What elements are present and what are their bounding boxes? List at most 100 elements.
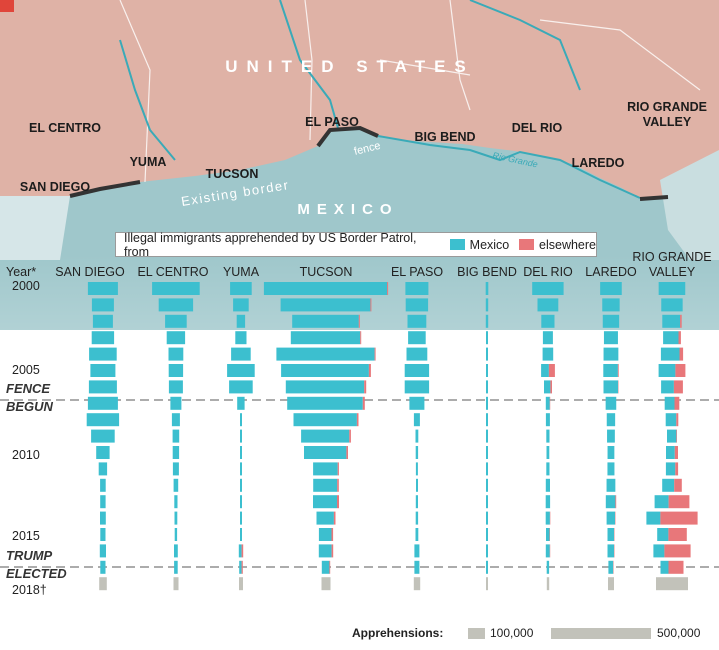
bar-mexico-2007 [170, 396, 182, 410]
bar-total-2018 [608, 577, 614, 591]
bar-mexico-2010 [666, 446, 675, 459]
bar-mexico-2000 [87, 282, 118, 295]
bar-mexico-2013 [313, 495, 337, 509]
bar-mexico-2016 [607, 544, 615, 558]
map-label-rio-grande-valley: RIO GRANDE VALLEY [627, 100, 707, 129]
bar-elsewhere-2012 [337, 478, 339, 492]
bar-elsewhere-2000 [387, 282, 389, 295]
bar-elsewhere-2005 [617, 364, 619, 377]
bar-mexico-2011 [546, 462, 550, 476]
bar-mexico-2016 [545, 544, 550, 558]
rivers [119, 0, 641, 199]
sector-header: DEL RIO [523, 265, 573, 279]
sector-header: TUCSON [300, 265, 353, 279]
bar-mexico-2004 [276, 347, 375, 361]
bar-mexico-2009 [546, 429, 550, 443]
bar-total-2018 [486, 577, 488, 591]
bar-mexico-2012 [606, 478, 616, 492]
bar-mexico-2017 [174, 560, 178, 574]
bar-mexico-2002 [662, 314, 681, 328]
bar-mexico-2009 [667, 429, 677, 443]
bar-mexico-2007 [605, 396, 617, 410]
year-tick-label: 2018† [12, 583, 47, 597]
bar-elsewhere-2005 [548, 364, 555, 377]
bar-mexico-2001 [602, 298, 620, 312]
map-label-yuma: YUMA [130, 155, 167, 169]
bar-mexico-2004 [660, 347, 680, 361]
bar-mexico-2015 [240, 528, 242, 541]
bar-elsewhere-2006 [673, 380, 683, 394]
bar-mexico-2012 [662, 478, 675, 492]
bar-mexico-2000 [600, 282, 622, 295]
scale-key-bar-large [551, 628, 651, 639]
bar-mexico-2016 [238, 544, 242, 558]
sector-header: EL PASO [391, 265, 443, 279]
bar-mexico-2017 [100, 560, 106, 574]
bar-mexico-2003 [235, 331, 247, 345]
bar-mexico-2011 [665, 462, 676, 476]
bar-elsewhere-2010 [346, 446, 348, 459]
scale-key-bar-small [468, 628, 485, 639]
legend-title: Illegal immigrants apprehended by US Bor… [124, 230, 417, 259]
map-label-el-paso: EL PASO [305, 115, 359, 129]
year-tick-label: 2000 [12, 279, 40, 293]
bar-mexico-2012 [173, 478, 179, 492]
bar-mexico-2014 [545, 511, 550, 525]
bar-mexico-2001 [485, 298, 489, 312]
bar-mexico-2007 [409, 396, 425, 410]
bar-elsewhere-2017 [329, 560, 331, 574]
legend-label-elsewhere: elsewhere [539, 237, 596, 252]
bar-mexico-2013 [100, 495, 106, 509]
bar-mexico-2017 [414, 560, 420, 574]
bar-mexico-2001 [537, 298, 559, 312]
bar-mexico-2006 [88, 380, 117, 394]
bar-mexico-2017 [239, 560, 242, 574]
bar-mexico-2015 [657, 528, 669, 541]
bar-mexico-2004 [603, 347, 619, 361]
bar-elsewhere-2017 [668, 560, 684, 574]
scale-key: Apprehensions: 100,000 500,000 [0, 626, 719, 646]
bar-mexico-2006 [661, 380, 674, 394]
bar-mexico-2006 [285, 380, 365, 394]
year-tick-label: 2005 [12, 363, 40, 377]
bar-mexico-2013 [654, 495, 669, 509]
bar-mexico-2008 [486, 413, 488, 427]
bar-mexico-2014 [100, 511, 106, 525]
bar-mexico-2001 [661, 298, 683, 312]
bar-elsewhere-2017 [241, 560, 243, 574]
bar-mexico-2000 [485, 282, 489, 295]
state-lines [119, 0, 701, 183]
bar-mexico-2006 [603, 380, 619, 394]
bar-mexico-2017 [486, 560, 488, 574]
bar-total-2018 [413, 577, 421, 591]
bar-elsewhere-2010 [674, 446, 678, 459]
bar-mexico-2007 [287, 396, 363, 410]
bar-mexico-2014 [486, 511, 488, 525]
bar-mexico-2017 [660, 560, 669, 574]
sector-header: LAREDO [585, 265, 637, 279]
bar-mexico-2015 [486, 528, 488, 541]
bar-mexico-2001 [280, 298, 371, 312]
bar-elsewhere-2002 [680, 314, 682, 328]
bar-mexico-2013 [174, 495, 178, 509]
bar-mexico-2003 [663, 331, 679, 345]
sector-header: EL CENTRO [137, 265, 208, 279]
bar-mexico-2012 [545, 478, 550, 492]
bar-mexico-2001 [91, 298, 114, 312]
bar-mexico-2005 [168, 364, 184, 377]
bar-mexico-2010 [172, 446, 180, 459]
bar-mexico-2007 [664, 396, 675, 410]
map-label-del-rio: DEL RIO [512, 121, 563, 135]
bar-mexico-2016 [414, 544, 420, 558]
bar-mexico-2010 [240, 446, 242, 459]
bar-mexico-2015 [100, 528, 106, 541]
ocean-water [0, 196, 70, 260]
bar-elsewhere-2009 [676, 429, 677, 443]
bar-mexico-2001 [233, 298, 249, 312]
bar-mexico-2016 [653, 544, 665, 558]
border-fence [69, 125, 669, 201]
bar-mexico-2013 [605, 495, 616, 509]
bar-mexico-2010 [607, 446, 615, 459]
